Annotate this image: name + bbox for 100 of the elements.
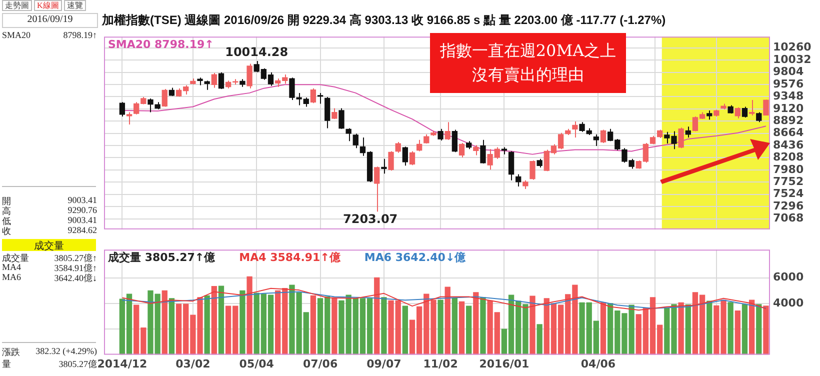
bar	[218, 286, 224, 355]
y-tick-label: 8664	[773, 126, 804, 140]
y-tick-label: 10032	[773, 52, 812, 66]
y-tick-label: 7068	[773, 212, 804, 225]
y-tick-label: 8436	[773, 138, 804, 152]
y-tick-label: 7524	[773, 187, 804, 200]
bar	[211, 286, 217, 355]
candlestick	[458, 142, 465, 158]
bar	[204, 295, 210, 355]
bar	[162, 290, 168, 355]
annotation: 10014.28	[225, 45, 288, 60]
candlestick	[742, 106, 748, 118]
y-tick-label: 4000	[773, 296, 804, 310]
candlestick	[218, 72, 224, 90]
x-tick-label: 04/06	[580, 357, 616, 370]
x-tick-label: 2014/12	[97, 357, 148, 370]
bar	[444, 286, 450, 355]
x-tick-label: 11/02	[423, 357, 458, 370]
candlestick	[416, 139, 422, 152]
bar	[530, 296, 536, 355]
bar	[734, 310, 740, 355]
candlestick	[748, 100, 755, 116]
candlestick	[374, 166, 380, 212]
text: MA4 3584.91↑億	[239, 250, 342, 264]
x-tick-label: 07/06	[302, 357, 338, 370]
bar	[756, 304, 762, 355]
y-tick-label: 8892	[773, 114, 804, 127]
candlestick	[438, 128, 444, 141]
text: 2016/09/19	[2, 13, 98, 28]
candlestick	[600, 129, 606, 144]
annotation: 沒有賣出的理由	[471, 64, 585, 86]
annotation: 指數一直在週20MA之上	[438, 40, 618, 62]
candlestick	[395, 142, 401, 154]
candlestick	[706, 110, 712, 120]
bar	[332, 297, 338, 355]
candlestick	[338, 108, 344, 130]
text: 成交量 3805.27億↑	[2, 253, 97, 263]
candlestick	[246, 63, 252, 89]
bar	[458, 301, 465, 355]
chart-title: 加權指數(TSE) 週線圖 2016/09/26 開 9229.34 高 9303.13 收 9166.85 s 點 量 2203.00 億 -117.77 (-1.27%)	[102, 12, 666, 29]
text: SMA20 8798.19↑	[108, 38, 214, 51]
text: MA4 3584.91億↑	[2, 262, 97, 273]
text: MA6 3642.40億↓	[2, 272, 97, 283]
bar	[742, 304, 748, 355]
candlestick	[530, 160, 536, 180]
y-tick-label: 8208	[773, 150, 804, 164]
x-tick-label: 2016/01	[479, 357, 530, 370]
bar	[763, 306, 769, 355]
candlestick	[756, 112, 762, 123]
candlestick	[678, 127, 684, 149]
candlestick	[346, 128, 352, 142]
text: SMA20 8798.19↑	[2, 30, 97, 40]
candlestick	[409, 150, 416, 166]
candlestick	[473, 144, 479, 156]
annotation: 7203.07	[343, 212, 398, 226]
text: MA6 3642.40↓億	[364, 250, 467, 264]
candlestick	[211, 72, 217, 88]
text: 走勢圖	[2, 0, 32, 11]
candlestick	[508, 150, 514, 181]
candlestick	[317, 92, 324, 104]
y-tick-label: 6000	[773, 270, 804, 284]
bar	[473, 292, 479, 355]
bar	[168, 298, 175, 355]
y-tick-label: 7752	[773, 175, 804, 188]
bar	[706, 300, 712, 355]
candlestick	[763, 99, 769, 116]
y-tick-label: 9120	[773, 102, 804, 115]
bar	[536, 324, 542, 355]
candlestick	[444, 122, 450, 140]
y-tick-label: 9804	[773, 65, 804, 78]
x-tick-label: 09/07	[366, 357, 402, 370]
candlestick	[126, 112, 132, 126]
candlestick	[119, 102, 126, 118]
y-tick-label: 9576	[773, 77, 804, 90]
bar	[685, 304, 691, 355]
bar	[678, 302, 684, 355]
candlestick	[388, 150, 394, 172]
bar	[381, 297, 387, 355]
candlestick	[352, 133, 358, 149]
bar	[466, 306, 472, 355]
bar	[480, 297, 486, 355]
text: 開 9003.41	[2, 195, 97, 206]
candlestick	[593, 134, 600, 147]
y-tick-label: 9348	[773, 90, 804, 103]
y-tick-label: 7980	[773, 162, 804, 176]
bar	[728, 302, 734, 355]
text: K線圖	[34, 0, 62, 11]
text: 成交量 3805.27↑億	[107, 250, 216, 264]
bar	[600, 302, 606, 355]
text: 收 9284.62	[2, 225, 97, 236]
x-tick-label: 03/02	[176, 357, 210, 370]
bar	[402, 306, 408, 355]
candlestick	[452, 129, 458, 153]
candlestick	[310, 88, 316, 104]
y-tick-label: 7296	[773, 199, 804, 212]
candlestick	[516, 174, 522, 188]
bar	[310, 295, 316, 355]
text: 速覽	[64, 0, 86, 11]
text: 低 9003.41	[2, 215, 97, 226]
x-tick-label: 05/04	[239, 357, 274, 370]
